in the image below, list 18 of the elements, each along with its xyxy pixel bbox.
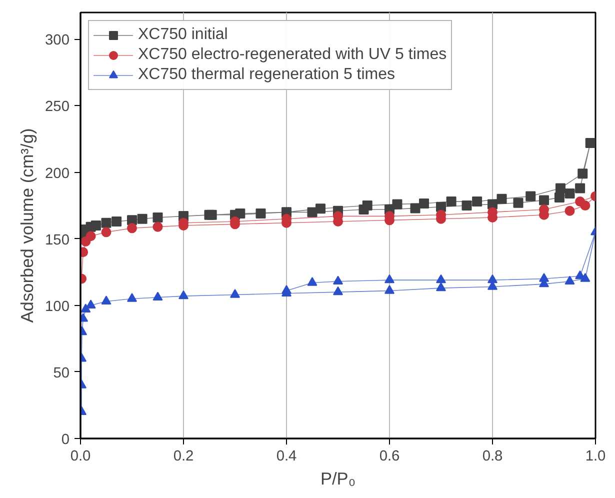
y-tick-label: 0 bbox=[61, 432, 70, 448]
y-tick-label: 100 bbox=[45, 298, 70, 315]
legend-label: XC750 electro-regenerated with UV 5 times bbox=[138, 46, 447, 64]
x-tick-label: 0.8 bbox=[482, 448, 503, 464]
x-axis-title: P/P₀ bbox=[320, 468, 356, 488]
y-tick-label: 50 bbox=[53, 365, 70, 382]
y-axis-title: Adsorbed volume (cm³/g) bbox=[17, 128, 38, 323]
x-tick-label: 0.4 bbox=[276, 448, 297, 464]
x-tick-label: 0.6 bbox=[379, 448, 400, 464]
y-tick-label: 300 bbox=[45, 32, 70, 49]
y-tick-label: 150 bbox=[45, 232, 70, 248]
x-tick-label: 0.2 bbox=[173, 448, 194, 464]
legend-label: XC750 initial bbox=[138, 26, 228, 44]
x-tick-label: 1.0 bbox=[585, 448, 606, 464]
y-tick-label: 200 bbox=[45, 166, 70, 182]
legend-label: XC750 thermal regeneration 5 times bbox=[138, 66, 396, 84]
x-tick-label: 0.0 bbox=[70, 448, 91, 464]
y-tick-label: 250 bbox=[45, 99, 70, 116]
